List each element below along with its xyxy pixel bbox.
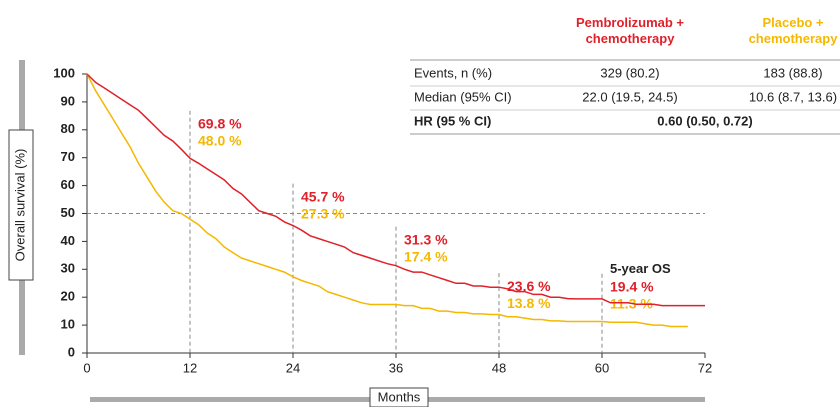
landmark-label: 27.3 % [301, 205, 345, 221]
landmark-label: 69.8 % [198, 115, 242, 131]
x-tick-label: 36 [389, 360, 403, 375]
x-tick-label: 72 [698, 360, 712, 375]
y-tick-label: 10 [61, 317, 75, 332]
y-tick-label: 80 [61, 121, 75, 136]
table-cell: 183 (88.8) [763, 65, 822, 80]
landmark-label: 31.3 % [404, 231, 448, 247]
y-tick-label: 60 [61, 177, 75, 192]
y-label-box [8, 129, 34, 281]
table-cell: 10.6 (8.7, 13.6) [749, 89, 837, 104]
landmark-label: 45.7 % [301, 188, 345, 204]
y-tick-label: 30 [61, 261, 75, 276]
x-tick-label: 0 [83, 360, 90, 375]
survival-curve [86, 73, 705, 307]
x-tick-label: 24 [286, 360, 300, 375]
table-cell: 329 (80.2) [600, 65, 659, 80]
y-tick-label: 90 [61, 93, 75, 108]
y-tick-label: 50 [61, 205, 75, 220]
table-header: Placebo + chemotherapy [749, 15, 839, 46]
landmark-label: 17.4 % [404, 248, 448, 264]
x-tick-label: 60 [595, 360, 609, 375]
y-tick-label: 100 [53, 65, 75, 80]
landmark-label: 19.4 % [610, 278, 654, 294]
table-cell: 0.60 (0.50, 0.72) [657, 113, 752, 128]
landmark-label: 48.0 % [198, 132, 242, 148]
y-tick-label: 20 [61, 289, 75, 304]
y-tick-label: 40 [61, 233, 75, 248]
table-cell: Median (95% CI) [414, 89, 512, 104]
y-tick-label: 0 [68, 344, 75, 359]
landmark-label: 23.6 % [507, 278, 551, 294]
y-tick-label: 70 [61, 149, 75, 164]
x-tick-label: 12 [183, 360, 197, 375]
table-cell: 22.0 (19.5, 24.5) [582, 89, 677, 104]
table-header: Pembrolizumab + chemotherapy [576, 15, 684, 46]
survival-curve [86, 73, 688, 328]
table-cell: Events, n (%) [414, 65, 492, 80]
y-axis-label: Overall survival (%) [12, 149, 27, 262]
x-axis-label: Months [378, 389, 421, 404]
x-label-box [369, 387, 429, 407]
x-tick-label: 48 [492, 360, 506, 375]
landmark-title: 5-year OS [610, 261, 671, 276]
table-cell: HR (95 % CI) [414, 113, 491, 128]
landmark-label: 13.8 % [507, 295, 551, 311]
